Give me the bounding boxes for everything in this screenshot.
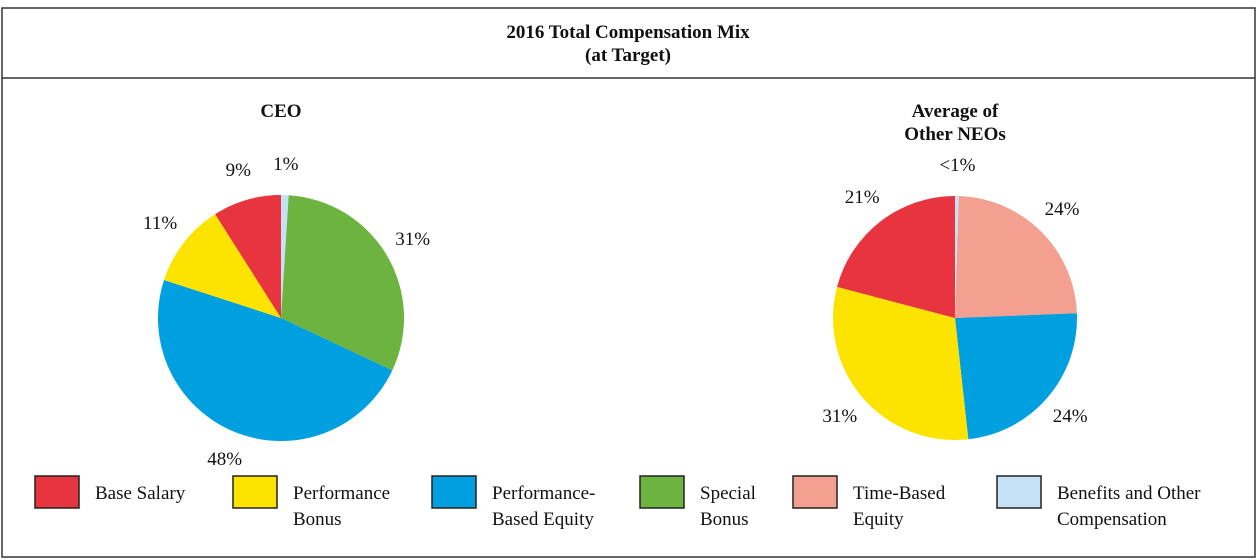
legend-swatch	[639, 475, 685, 509]
legend-label: Benefits and Other Compensation	[1057, 483, 1201, 530]
chart-subtitle: (at Target)	[584, 45, 672, 66]
frame	[1, 7, 1256, 558]
pie-title: CEO	[260, 101, 302, 122]
legend-label: Special Bonus	[700, 483, 756, 530]
pie-slice	[164, 214, 281, 318]
pie-slice	[281, 195, 289, 318]
data-label: 31%	[395, 229, 431, 251]
legend-swatch	[431, 475, 477, 509]
pie-slice	[955, 196, 959, 318]
legend-swatch	[232, 475, 278, 509]
pie-title: Average of Other NEOs	[904, 101, 1006, 145]
data-label: 24%	[1044, 199, 1080, 221]
data-label: 9%	[225, 160, 251, 182]
legend-label: Time-Based Equity	[853, 483, 946, 530]
data-label: 11%	[143, 213, 178, 235]
data-label: 21%	[844, 186, 880, 208]
legend-swatch	[34, 475, 80, 509]
pie-slice	[833, 286, 969, 440]
pie-slice	[281, 195, 404, 371]
legend-label: Performance Bonus	[293, 483, 391, 530]
legend-label: Performance- Based Equity	[492, 483, 596, 530]
legend-swatch	[792, 475, 838, 509]
pie-slice	[955, 313, 1077, 440]
chart-title: 2016 Total Compensation Mix	[506, 22, 750, 43]
legend-swatch	[996, 475, 1042, 509]
pie-slice	[837, 196, 955, 318]
pie-slice	[157, 279, 393, 442]
data-label: 31%	[822, 406, 858, 428]
data-label: 24%	[1052, 406, 1088, 428]
data-label: <1%	[939, 155, 976, 177]
data-label: 1%	[273, 154, 299, 176]
pie-slice	[955, 196, 1077, 318]
legend-label: Base Salary	[95, 483, 186, 504]
data-label: 48%	[207, 449, 243, 471]
pie-slice	[215, 195, 281, 318]
